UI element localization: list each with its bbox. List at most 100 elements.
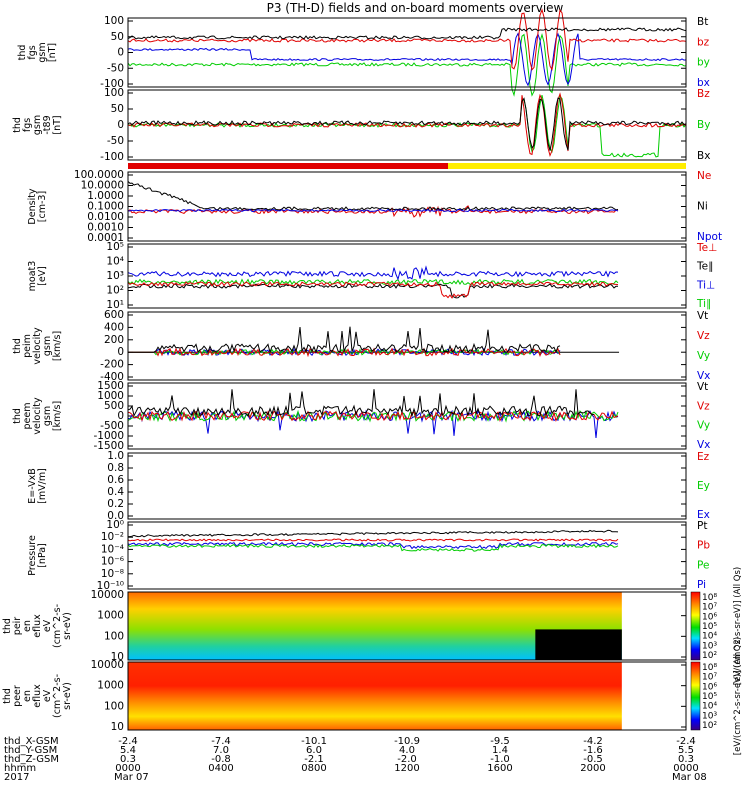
ytick-label: 50 <box>111 31 124 43</box>
ytick-label: 100 <box>104 700 124 712</box>
panel-ylabel: thdpeimvelocitygsm[km/s] <box>12 327 63 365</box>
ytick-label: 10⁴ <box>106 256 124 268</box>
legend-te∥: Te∥ <box>696 261 713 273</box>
panel-ylabel: E=-VxB[mV/m] <box>27 468 48 504</box>
ylabel-line: thd <box>2 688 13 704</box>
colorbar <box>690 591 701 661</box>
xaxis-row-label: hhmm <box>4 763 36 774</box>
ylabel-line: [nT] <box>47 43 58 62</box>
ylabel-line: [nPa] <box>37 543 48 568</box>
xaxis-tick-label: -1.6 <box>583 745 603 756</box>
xaxis-tick-label: 6.0 <box>306 745 322 756</box>
colorbar-tick: 10³ <box>702 711 717 721</box>
panel-frame <box>127 311 687 381</box>
legend-te⊥: Te⊥ <box>696 242 717 254</box>
ytick-label: 10.0000 <box>81 180 124 192</box>
ylabel-line: fgs <box>22 118 33 132</box>
colorbar-label: [eV/(cm^2-s-sr-eV)] (All Qs) <box>733 637 743 755</box>
xaxis-tick-label: -10.9 <box>394 736 420 747</box>
trace-Pe <box>127 543 619 552</box>
xaxis-row-label: 2017 <box>4 772 29 783</box>
xaxis-row-label: thd_X-GSM <box>4 736 59 747</box>
panel-ylabel: thdpeemvelocitygsm[km/s] <box>12 397 63 435</box>
ylabel-line: en <box>22 620 33 632</box>
xaxis-tick-label: -2.4 <box>118 736 138 747</box>
panel-frame <box>127 382 687 450</box>
trace-Ti-par <box>127 278 619 286</box>
ylabel-line: eflux <box>32 614 43 638</box>
trace-Vz <box>127 409 619 422</box>
ytick-label: 10⁰ <box>106 519 124 531</box>
xaxis-tick-label: 1200 <box>394 763 419 774</box>
ylabel-line: moat3 <box>27 261 38 292</box>
colorbar-tick: 10⁴ <box>702 702 717 712</box>
panel-frame <box>127 452 687 520</box>
ytick-label: 10³ <box>106 270 124 282</box>
ytick-label: 0.8 <box>107 462 124 474</box>
colorbar-tick: 10² <box>702 721 717 731</box>
ytick-label: 500 <box>104 400 124 412</box>
ytick-label: 1.0000 <box>87 190 124 202</box>
panel-10: thdpeerenefluxeV(cm^2-s-sr-eV) 10000 1000 1… <box>2 637 743 755</box>
xaxis-tick-label: Mar 08 <box>672 772 707 783</box>
trace-Pt <box>128 529 619 538</box>
legend-ti⊥: Ti⊥ <box>696 279 715 291</box>
colorbar-tick: 10⁴ <box>702 632 717 642</box>
ylabel-line: [km/s] <box>52 331 63 361</box>
trace-Npot <box>127 208 619 213</box>
ytick-label: 10 <box>111 651 124 663</box>
ytick-label: 400 <box>104 321 124 333</box>
legend-vt: Vt <box>697 381 708 393</box>
ytick-label: -1500 <box>93 440 124 452</box>
xaxis-tick-label: -2.1 <box>304 754 324 765</box>
colorbar <box>690 661 701 731</box>
legend-ey: Ey <box>697 480 710 492</box>
trace-Ti-perp <box>127 265 619 281</box>
ytick-label: 100 <box>104 630 124 642</box>
ytick-label: 200 <box>104 334 124 346</box>
ylabel-line: peer <box>12 685 23 707</box>
ytick-label: 600 <box>104 309 124 321</box>
colorbar-tick: 10⁸ <box>702 663 717 673</box>
ylabel-line: thd <box>12 408 23 424</box>
ylabel-line: [nT] <box>52 115 63 134</box>
legend-pe: Pe <box>697 559 709 571</box>
xaxis-tick-label: -10.1 <box>301 736 327 747</box>
xaxis-row-label: thd_Y-GSM <box>4 745 57 756</box>
legend-ne: Ne <box>697 170 711 182</box>
trace-Pb <box>127 538 619 542</box>
panel-ylabel: thdfgsgsm-t89[nT] <box>12 115 63 135</box>
ytick-label: -400 <box>100 371 124 383</box>
ylabel-line: [eV] <box>37 266 48 286</box>
legend-vz: Vz <box>697 400 710 412</box>
legend-vz: Vz <box>697 330 710 342</box>
colorbar-tick: 10⁷ <box>702 603 717 613</box>
panel-ylabel: thdpeerenefluxeV(cm^2-s-sr-eV) <box>2 674 73 718</box>
ylabel-line: Density <box>27 188 38 224</box>
colorbar-tick: 10⁸ <box>702 593 717 603</box>
ylabel-line: sr-eV) <box>62 682 73 710</box>
legend-ti∥: Ti∥ <box>696 298 711 310</box>
xaxis-tick-label: -2.4 <box>676 736 696 747</box>
ytick-label: 10⁻⁴ <box>101 543 124 555</box>
ylabel-line: en <box>22 690 33 702</box>
ytick-label: 1000 <box>97 610 124 622</box>
xaxis-tick-label: -0.8 <box>211 754 231 765</box>
ytick-label: 100 <box>104 87 124 99</box>
panel-frame <box>127 521 687 590</box>
ylabel-line: thd <box>12 117 23 133</box>
xaxis-tick-label: 5.5 <box>678 745 694 756</box>
xaxis-tick-label: 1600 <box>487 763 512 774</box>
ylabel-line: eV <box>42 689 53 702</box>
ytick-label: 0.0 <box>107 510 124 522</box>
panel-frame <box>127 89 687 161</box>
ytick-label: 1.0 <box>107 450 124 462</box>
status-bar-red <box>128 163 448 169</box>
ylabel-line: peir <box>12 617 23 636</box>
ytick-label: 10 <box>111 721 124 733</box>
ylabel-line: (cm^2-s- <box>52 604 63 648</box>
legend-bz: bz <box>697 36 710 48</box>
xaxis-tick-label: 0000 <box>115 763 140 774</box>
ylabel-line: thd <box>17 45 28 61</box>
panel-6: thdpeemvelocitygsm[km/s] 150010005000-500… <box>12 380 710 452</box>
